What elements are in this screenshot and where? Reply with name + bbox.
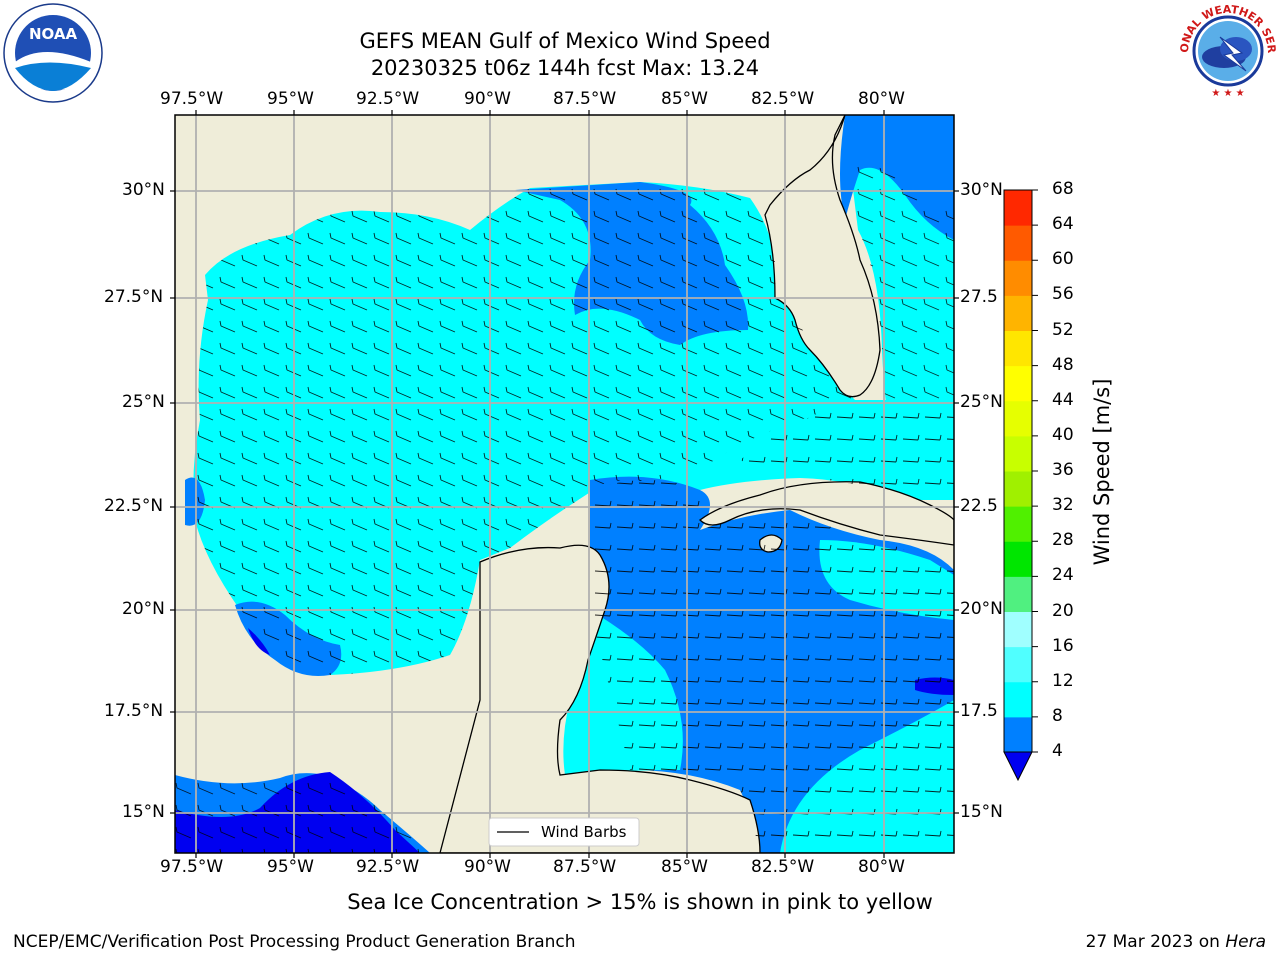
colorbar-label: Wind Speed [m/s] [1090,378,1114,566]
colorbar-segment [1004,400,1032,437]
noaa-logo-text: NOAA [29,25,78,43]
svg-text:★ ★ ★: ★ ★ ★ [1211,88,1244,99]
lon-tick-bottom-7: 80°W [858,857,905,877]
lon-tick-bottom-6: 82.5°W [751,857,815,877]
lon-tick-bottom-2: 92.5°W [356,857,420,877]
colorbar-tick-label: 20 [1052,600,1074,621]
colorbar-tick-label: 56 [1052,284,1074,305]
colorbar-segment [1004,365,1032,402]
colorbar-segment [1004,681,1032,718]
lon-tick-bottom-3: 90°W [464,857,511,877]
colorbar-tick-label: 60 [1052,249,1074,270]
legend-label: Wind Barbs [541,823,627,841]
lat-tick-right-4: 20°N [960,599,1003,619]
lon-tick-top-1: 95°W [267,89,314,109]
colorbar-segment [1004,506,1032,542]
lon-tick-bottom-5: 85°W [661,857,708,877]
colorbar-segment [1004,330,1032,367]
footer-machine: Hera [1225,932,1266,952]
lon-tick-top-5: 85°W [661,89,708,109]
lat-tick-left-6: 15°N [122,802,165,822]
lat-tick-right-5: 17.5 [960,701,998,721]
colorbar-segment [1004,646,1032,683]
colorbar-tick-label: 68 [1052,179,1074,199]
lat-tick-left-5: 17.5°N [104,701,164,721]
colorbar-tick-label: 64 [1052,214,1074,235]
colorbar-tick-label: 48 [1052,354,1074,375]
lat-tick-right-2: 25°N [960,392,1003,412]
colorbar-segment [1004,435,1032,472]
colorbar-segment [1004,471,1032,507]
chart-title-line1: GEFS MEAN Gulf of Mexico Wind Speed [359,29,771,53]
lat-tick-left-0: 30°N [122,180,165,200]
colorbar-tick-label: 24 [1052,565,1074,586]
colorbar-segment [1004,541,1032,577]
colorbar-tick-label: 16 [1052,635,1074,656]
colorbar-segment [1004,260,1032,296]
colorbar-segment [1004,716,1032,753]
lat-tick-right-0: 30°N [960,180,1003,200]
colorbar-tick-label: 52 [1052,319,1074,340]
lon-tick-bottom-1: 95°W [267,857,314,877]
colorbar-tick-label: 28 [1052,530,1074,551]
lon-tick-top-3: 90°W [464,89,511,109]
sea-ice-note: Sea Ice Concentration > 15% is shown in … [347,890,933,914]
lon-tick-top-0: 97.5°W [160,89,224,109]
chart-title-line2: 20230325 t06z 144h fcst Max: 13.24 [370,56,760,80]
wind-barb-legend: Wind Barbs [488,817,640,847]
lon-tick-top-6: 82.5°W [751,89,815,109]
colorbar-segment [1004,295,1032,331]
lon-tick-top-7: 80°W [858,89,905,109]
footer-date: 27 Mar 2023 on [1085,932,1226,952]
colorbar-segment [1004,190,1032,226]
nws-logo: NATIONAL WEATHER SERVICE ★ ★ ★ [1171,0,1280,101]
lat-tick-left-1: 27.5°N [104,287,164,307]
gridlines [175,115,954,853]
lon-tick-top-4: 87.5°W [553,89,617,109]
colorbar-extend-arrow [1003,751,1033,782]
lon-tick-bottom-4: 87.5°W [553,857,617,877]
lat-tick-left-2: 25°N [122,392,165,412]
lat-tick-right-1: 27.5 [960,287,998,307]
colorbar-tick-label: 12 [1052,670,1074,691]
colorbar-tick-label: 44 [1052,389,1074,410]
lat-tick-right-6: 15°N [960,802,1003,822]
lat-tick-left-3: 22.5°N [104,496,164,516]
lon-tick-bottom-0: 97.5°W [160,857,224,877]
colorbar-segment [1004,576,1032,612]
colorbar-tick-label: 8 [1052,705,1063,726]
noaa-logo: NOAA [2,2,104,104]
colorbar-segment [1004,225,1032,261]
footer-branch: NCEP/EMC/Verification Post Processing Pr… [13,932,576,952]
colorbar-tick-label: 36 [1052,460,1074,480]
colorbar [1003,189,1038,782]
lon-tick-top-2: 92.5°W [356,89,420,109]
colorbar-tick-label: 4 [1052,741,1063,761]
map-border [174,114,955,854]
colorbar-tick-label: 32 [1052,495,1074,516]
colorbar-tick-label: 40 [1052,424,1074,445]
lat-tick-left-4: 20°N [122,599,165,619]
colorbar-segment [1004,611,1032,648]
lat-tick-right-3: 22.5 [960,496,998,516]
footer-date-wrap: 27 Mar 2023 on Hera [1086,932,1266,952]
